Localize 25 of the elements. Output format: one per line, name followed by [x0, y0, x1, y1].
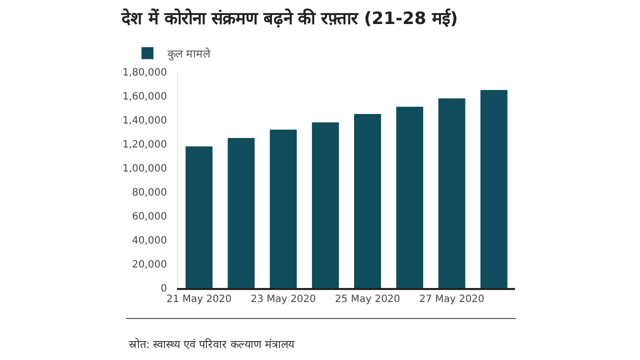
x-tick-label: 23 May 2020 — [250, 294, 316, 305]
y-tick-label: 1,80,000 — [122, 68, 167, 78]
text: स्रोत: स्वास्थ्य एवं परिवार कल्याण मंत्रालय — [129, 338, 296, 351]
y-tick-label: 40,000 — [132, 236, 167, 246]
x-tick-label: 21 May 2020 — [166, 294, 232, 305]
bar — [186, 146, 213, 288]
legend-label: कुल मामले — [167, 47, 211, 60]
y-tick-label: 60,000 — [132, 212, 167, 222]
y-tick-label: 0 — [160, 284, 167, 294]
x-tick-label: 27 May 2020 — [419, 294, 484, 305]
bar — [270, 130, 297, 288]
y-tick-label: 1,40,000 — [122, 116, 167, 126]
y-tick-label: 1,20,000 — [122, 140, 167, 150]
bar — [480, 90, 508, 288]
chart-title: देश में कोरोना संक्रमण बढ़ने की रफ़्तार (21-28 मई) — [120, 8, 458, 29]
bar — [396, 106, 424, 288]
y-tick-label: 20,000 — [132, 260, 167, 270]
bar — [228, 138, 255, 288]
bar — [438, 98, 466, 288]
y-tick-label: 1,60,000 — [122, 92, 167, 102]
y-tick-label: 80,000 — [132, 188, 167, 198]
bar — [312, 122, 339, 288]
bar — [354, 114, 382, 288]
x-tick-label: 25 May 2020 — [334, 294, 400, 305]
y-tick-label: 1,00,000 — [122, 164, 167, 174]
